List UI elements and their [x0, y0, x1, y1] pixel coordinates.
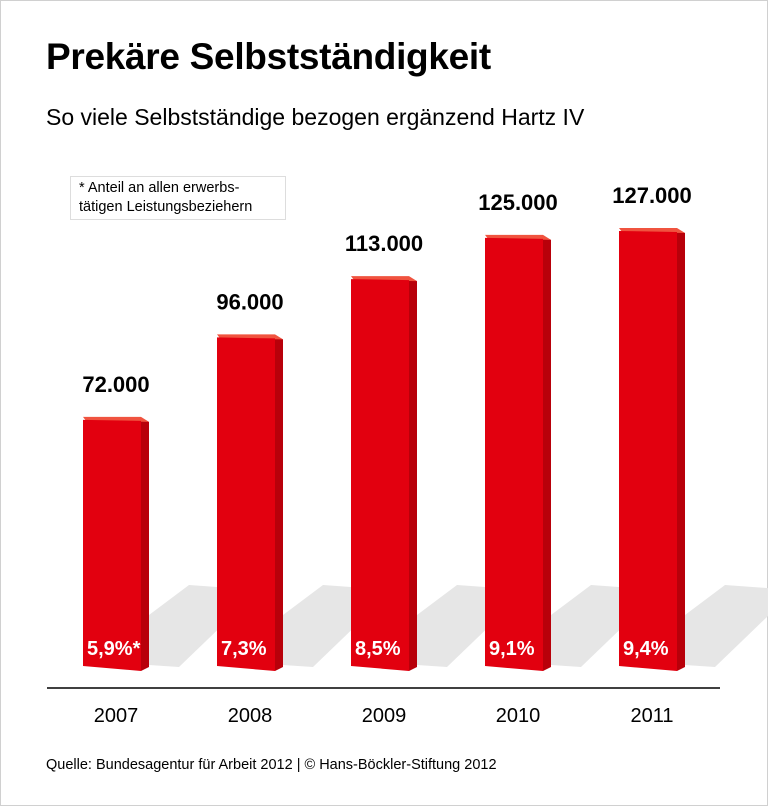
value-label: 125.000	[478, 190, 558, 215]
value-label: 72.000	[82, 372, 149, 397]
share-label: 9,1%	[489, 638, 535, 660]
bar	[217, 337, 275, 671]
chart-subtitle: So viele Selbstständige bezogen ergänzen…	[46, 104, 585, 130]
share-label: 7,3%	[221, 638, 267, 660]
x-tick-label: 2008	[228, 705, 273, 727]
x-tick-label: 2009	[362, 705, 407, 727]
share-label: 8,5%	[355, 638, 401, 660]
bar	[619, 231, 677, 671]
bar	[351, 279, 409, 671]
bar-side	[677, 229, 685, 671]
chart-title: Prekäre Selbstständigkeit	[46, 36, 491, 77]
bar-side	[409, 277, 417, 671]
bar-side	[141, 417, 149, 671]
footnote-line: * Anteil an allen erwerbs-	[79, 180, 240, 196]
bar-shadow	[685, 585, 768, 667]
bar-side	[543, 235, 551, 671]
bar-side	[275, 335, 283, 671]
footnote-line: tätigen Leistungsbeziehern	[79, 199, 253, 215]
x-tick-label: 2010	[496, 705, 541, 727]
share-label: 9,4%	[623, 638, 669, 660]
bar	[83, 419, 141, 671]
value-label: 113.000	[345, 231, 423, 256]
x-tick-label: 2007	[94, 705, 139, 727]
x-tick-label: 2011	[630, 705, 673, 727]
value-label: 127.000	[612, 183, 692, 208]
source-note: Quelle: Bundesagentur für Arbeit 2012 | …	[46, 757, 497, 773]
bar	[485, 237, 543, 671]
share-label: 5,9%*	[87, 638, 141, 660]
footnote-box: * Anteil an allen erwerbs- tätigen Leist…	[70, 176, 286, 220]
value-label: 96.000	[216, 289, 283, 314]
